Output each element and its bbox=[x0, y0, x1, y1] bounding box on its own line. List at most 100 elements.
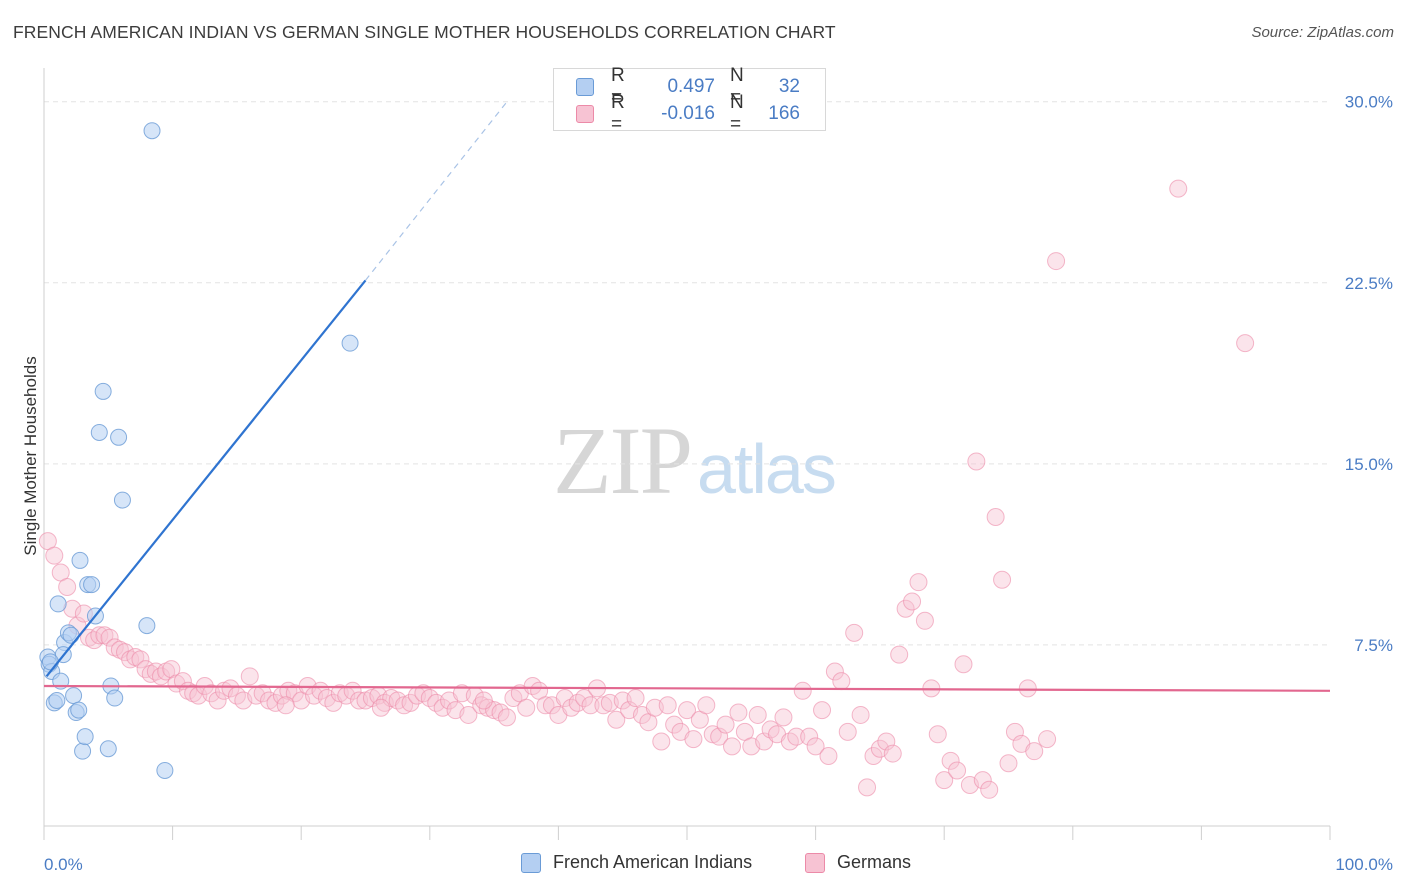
germans-point bbox=[517, 698, 536, 717]
germans-point bbox=[967, 452, 986, 471]
germans-point bbox=[678, 701, 696, 720]
grid-lines bbox=[44, 101, 1330, 646]
germans-point bbox=[240, 667, 259, 686]
germans-point bbox=[941, 751, 960, 770]
germans-point bbox=[851, 705, 870, 724]
x-tick-label: 0.0% bbox=[44, 855, 83, 874]
germans-point bbox=[146, 662, 165, 681]
germans-point bbox=[729, 703, 748, 722]
y-tick-label: 15.0% bbox=[1345, 455, 1393, 474]
germans-point bbox=[813, 701, 832, 720]
germans-point bbox=[126, 648, 145, 667]
germans-point bbox=[95, 626, 114, 645]
germans-point bbox=[497, 708, 516, 727]
germans-point bbox=[774, 708, 793, 727]
germans-point bbox=[896, 599, 915, 618]
watermark-zip: ZIP bbox=[553, 407, 693, 514]
germans-point bbox=[748, 705, 767, 724]
x-tick-labels: 0.0% 100.0% bbox=[44, 855, 1393, 874]
germans-point bbox=[915, 611, 934, 630]
germans-point bbox=[1025, 742, 1044, 761]
french-american-indians-point bbox=[71, 551, 89, 569]
germans-point bbox=[954, 655, 973, 674]
watermark-atlas: atlas bbox=[697, 430, 837, 508]
french-american-indians-point bbox=[143, 122, 161, 140]
germans-point bbox=[806, 737, 825, 756]
germans-point bbox=[536, 696, 555, 715]
french-american-indians-point bbox=[41, 653, 59, 671]
germans-point bbox=[723, 737, 742, 756]
french-american-indians-point bbox=[62, 626, 80, 644]
germans-point bbox=[85, 631, 104, 650]
r-value: 0.497 bbox=[667, 76, 715, 97]
x-tick-label: 100.0% bbox=[1335, 855, 1393, 874]
germans-point bbox=[276, 696, 295, 715]
french-american-indians-point bbox=[90, 423, 108, 441]
stats-box: R = 0.497 N = 32 R = -0.016 N = 166 bbox=[553, 65, 826, 135]
french-american-indians-point bbox=[138, 617, 156, 635]
germans-point bbox=[626, 689, 645, 708]
germans-point bbox=[401, 693, 420, 712]
germans-point bbox=[793, 681, 812, 700]
germans-point bbox=[665, 715, 684, 734]
y-tick-label: 7.5% bbox=[1354, 636, 1393, 655]
french-american-indians-trend-extension bbox=[365, 101, 508, 281]
french-american-indians-point bbox=[83, 576, 101, 594]
n-label: N = bbox=[730, 92, 744, 135]
germans-point bbox=[184, 684, 203, 703]
germans-point bbox=[890, 645, 909, 664]
germans-point bbox=[858, 778, 877, 797]
r-value: -0.016 bbox=[661, 103, 715, 124]
n-label: N = bbox=[730, 65, 744, 108]
germans-point bbox=[883, 744, 902, 763]
germans-point bbox=[474, 691, 493, 710]
germans-points bbox=[38, 179, 1255, 799]
germans-point bbox=[371, 698, 390, 717]
legend: French American Indians Germans bbox=[0, 852, 1406, 878]
germans-point bbox=[845, 623, 864, 642]
germans-point bbox=[697, 696, 716, 715]
germans-point bbox=[607, 710, 626, 729]
germans-point bbox=[1038, 730, 1057, 749]
pink-swatch-icon bbox=[576, 105, 594, 123]
germans-point bbox=[716, 715, 735, 734]
germans-point bbox=[253, 684, 272, 703]
germans-point bbox=[819, 746, 838, 765]
germans-point bbox=[157, 662, 176, 681]
germans-point bbox=[1236, 334, 1255, 353]
germans-point bbox=[459, 705, 478, 724]
pink-swatch-icon bbox=[805, 852, 825, 873]
germans-point bbox=[800, 727, 819, 746]
germans-point bbox=[121, 650, 140, 669]
germans-point bbox=[928, 725, 947, 744]
germans-point bbox=[58, 577, 77, 596]
french-american-indians-point bbox=[74, 742, 92, 760]
french-american-indians-point bbox=[49, 595, 67, 613]
germans-point bbox=[825, 662, 844, 681]
germans-point bbox=[105, 638, 124, 657]
germans-point bbox=[903, 592, 922, 611]
legend-item-germans: Germans bbox=[805, 852, 911, 873]
french-american-indians-point bbox=[70, 701, 88, 719]
germans-point bbox=[832, 672, 851, 691]
french-american-indians-point bbox=[110, 428, 128, 446]
germans-point bbox=[131, 650, 150, 669]
french-american-indians-point bbox=[156, 761, 174, 779]
germans-point bbox=[838, 722, 857, 741]
french-american-indians-point bbox=[341, 334, 359, 352]
germans-point bbox=[1018, 679, 1037, 698]
source-label: Source: ZipAtlas.com bbox=[1251, 24, 1394, 41]
french-american-indians-point bbox=[76, 728, 94, 746]
germans-point bbox=[152, 667, 171, 686]
germans-point bbox=[973, 771, 992, 790]
french-american-indians-trend-line bbox=[45, 279, 367, 678]
y-axis-label: Single Mother Households bbox=[21, 356, 40, 555]
r-label: R = bbox=[611, 92, 625, 135]
germans-point bbox=[658, 696, 677, 715]
french-american-indians-point bbox=[113, 491, 131, 509]
french-american-indians-point bbox=[106, 689, 124, 707]
germans-point bbox=[1047, 252, 1066, 271]
germans-point bbox=[1169, 179, 1188, 198]
r-label: R = bbox=[611, 65, 625, 108]
